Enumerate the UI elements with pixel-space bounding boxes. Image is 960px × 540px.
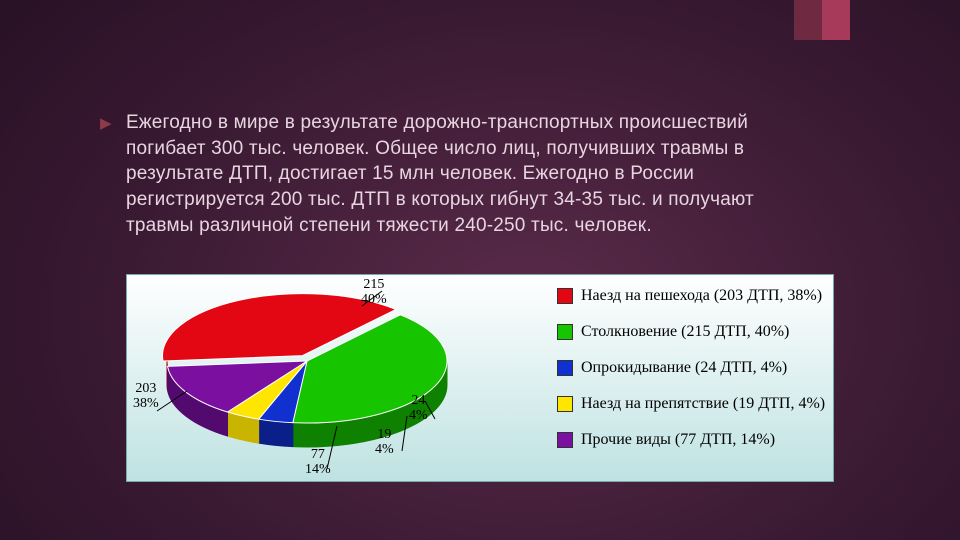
legend-swatch [557, 360, 573, 376]
legend-label: Прочие виды (77 ДТП, 14%) [581, 431, 775, 449]
pie-chart-panel: Наезд на пешехода (203 ДТП, 38%) Столкнов… [126, 274, 834, 482]
legend-label: Наезд на препятствие (19 ДТП, 4%) [581, 395, 825, 413]
data-label-other: 7714% [305, 447, 331, 478]
legend-item-other: Прочие виды (77 ДТП, 14%) [557, 431, 825, 449]
data-label-collision: 21540% [361, 277, 387, 308]
accent-bar-1 [794, 0, 822, 40]
legend-swatch [557, 324, 573, 340]
legend-label: Наезд на пешехода (203 ДТП, 38%) [581, 287, 822, 305]
body-paragraph: Ежегодно в мире в результате дорожно-тра… [126, 110, 826, 238]
legend-label: Столкновение (215 ДТП, 40%) [581, 323, 789, 341]
data-label-obstacle: 194% [375, 427, 394, 458]
legend-swatch [557, 432, 573, 448]
data-label-rollover: 244% [409, 393, 428, 424]
accent-bars [794, 0, 850, 40]
accent-bar-2 [822, 0, 850, 40]
legend-item-rollover: Опрокидывание (24 ДТП, 4%) [557, 359, 825, 377]
legend-item-pedestrian: Наезд на пешехода (203 ДТП, 38%) [557, 287, 825, 305]
bullet-icon: ▶ [100, 114, 112, 132]
legend-swatch [557, 396, 573, 412]
legend-swatch [557, 288, 573, 304]
data-label-pedestrian: 20338% [133, 381, 159, 412]
slide: ▶ Ежегодно в мире в результате дорожно-т… [0, 0, 960, 540]
legend: Наезд на пешехода (203 ДТП, 38%) Столкнов… [557, 287, 825, 467]
pie-chart [127, 275, 547, 481]
legend-item-collision: Столкновение (215 ДТП, 40%) [557, 323, 825, 341]
legend-label: Опрокидывание (24 ДТП, 4%) [581, 359, 787, 377]
legend-item-obstacle: Наезд на препятствие (19 ДТП, 4%) [557, 395, 825, 413]
